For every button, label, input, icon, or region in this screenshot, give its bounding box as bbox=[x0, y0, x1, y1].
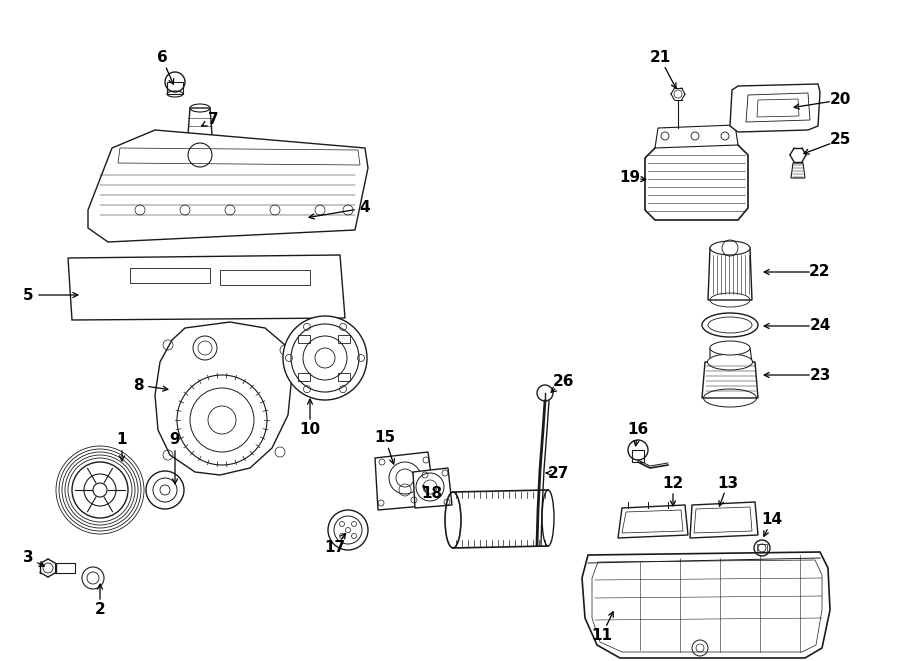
Text: 18: 18 bbox=[421, 485, 443, 500]
Polygon shape bbox=[710, 348, 752, 362]
Text: 26: 26 bbox=[553, 375, 574, 389]
Ellipse shape bbox=[710, 341, 750, 355]
Polygon shape bbox=[746, 93, 810, 122]
Polygon shape bbox=[702, 362, 758, 398]
Text: 17: 17 bbox=[324, 541, 346, 555]
Text: 5: 5 bbox=[22, 288, 33, 303]
Text: 16: 16 bbox=[627, 422, 649, 438]
Ellipse shape bbox=[702, 313, 758, 337]
Circle shape bbox=[193, 336, 217, 360]
Text: 2: 2 bbox=[94, 602, 105, 617]
Polygon shape bbox=[118, 148, 360, 165]
Text: 6: 6 bbox=[157, 50, 167, 65]
Circle shape bbox=[177, 375, 267, 465]
Text: 4: 4 bbox=[360, 200, 370, 215]
Polygon shape bbox=[582, 552, 830, 658]
Text: 13: 13 bbox=[717, 475, 739, 490]
Ellipse shape bbox=[710, 241, 750, 255]
Text: 20: 20 bbox=[829, 93, 850, 108]
Polygon shape bbox=[413, 468, 452, 508]
Polygon shape bbox=[88, 130, 368, 242]
Polygon shape bbox=[68, 255, 345, 320]
Text: 1: 1 bbox=[117, 432, 127, 447]
Text: 21: 21 bbox=[650, 50, 670, 65]
Polygon shape bbox=[375, 452, 435, 510]
Polygon shape bbox=[155, 322, 292, 475]
Text: 11: 11 bbox=[591, 627, 613, 642]
Polygon shape bbox=[130, 268, 210, 283]
Polygon shape bbox=[655, 125, 738, 148]
Polygon shape bbox=[708, 248, 752, 300]
Circle shape bbox=[628, 440, 648, 460]
Polygon shape bbox=[645, 142, 748, 220]
Polygon shape bbox=[618, 505, 688, 538]
Text: 10: 10 bbox=[300, 422, 320, 438]
Polygon shape bbox=[730, 84, 820, 132]
Polygon shape bbox=[220, 270, 310, 285]
Circle shape bbox=[537, 385, 553, 401]
Text: 8: 8 bbox=[132, 377, 143, 393]
Text: 22: 22 bbox=[809, 264, 831, 280]
Polygon shape bbox=[690, 502, 758, 538]
Text: 25: 25 bbox=[829, 132, 850, 147]
Text: 3: 3 bbox=[22, 551, 33, 566]
Ellipse shape bbox=[708, 317, 752, 333]
Circle shape bbox=[328, 510, 368, 550]
Ellipse shape bbox=[707, 354, 752, 370]
Text: 7: 7 bbox=[208, 112, 219, 128]
Text: 27: 27 bbox=[547, 465, 569, 481]
Circle shape bbox=[283, 316, 367, 400]
Text: 9: 9 bbox=[170, 432, 180, 447]
Text: 23: 23 bbox=[809, 368, 831, 383]
Text: 14: 14 bbox=[761, 512, 783, 527]
Text: 12: 12 bbox=[662, 475, 684, 490]
Text: 19: 19 bbox=[619, 171, 641, 186]
Text: 24: 24 bbox=[809, 319, 831, 334]
Text: 15: 15 bbox=[374, 430, 396, 446]
